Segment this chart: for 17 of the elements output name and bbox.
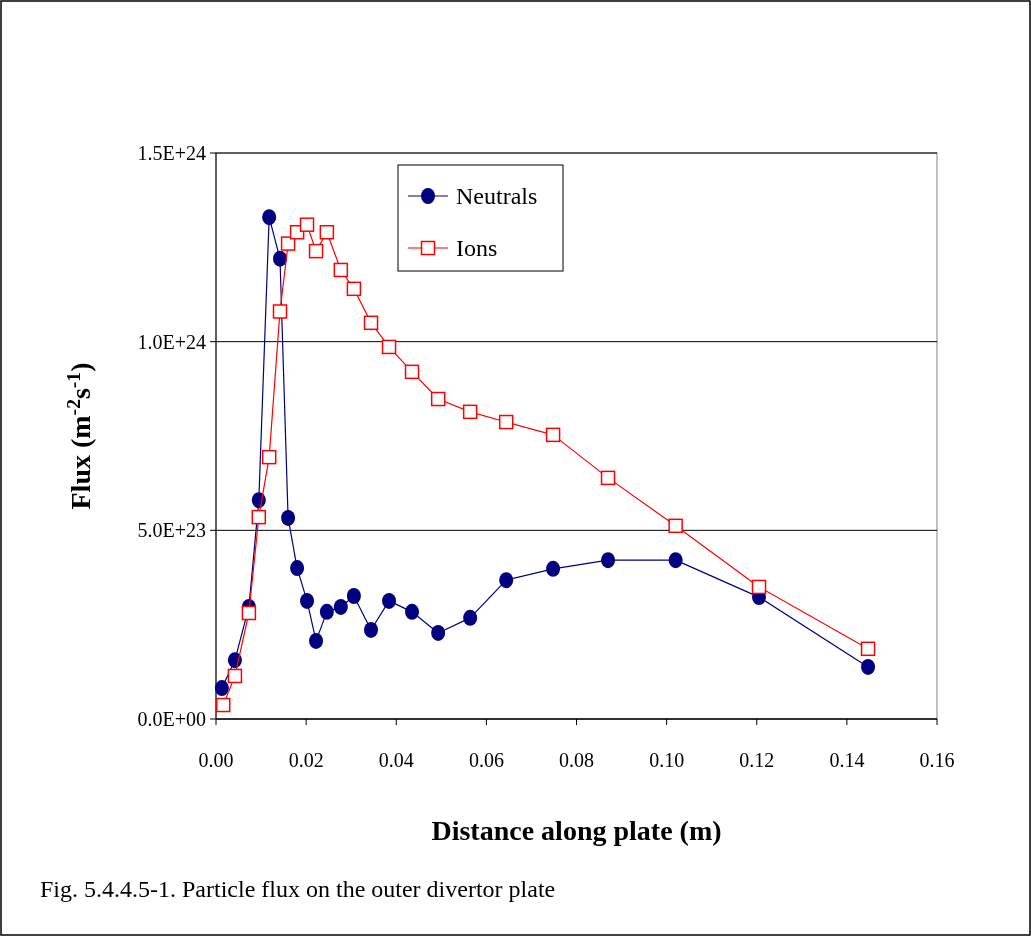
x-tick-label: 0.08 xyxy=(559,749,594,771)
y-tick-label: 0.0E+00 xyxy=(137,708,206,730)
caption: Fig. 5.4.4.5-1. Particle flux on the outer divertor plate xyxy=(40,876,556,902)
y-tick-label: 5.0E+23 xyxy=(137,519,206,542)
x-tick-label: 0.00 xyxy=(198,749,234,771)
x-tick-label: 0.12 xyxy=(739,749,775,771)
x-tick-label: 0.14 xyxy=(829,749,865,771)
x-tick-label: 0.04 xyxy=(378,749,414,771)
x-tick-label: 0.02 xyxy=(288,749,324,771)
x-tick-label: 0.16 xyxy=(919,749,955,771)
legend-label: Ions xyxy=(456,235,498,262)
x-tick-label: 0.06 xyxy=(468,749,504,771)
y-tick-label: 1.5E+24 xyxy=(137,142,206,164)
y-tick-label: 1.0E+24 xyxy=(137,330,206,353)
legend-label: Neutrals xyxy=(456,183,538,210)
x-tick-label: 0.10 xyxy=(649,749,685,771)
x-axis-title: Distance along plate (m) xyxy=(431,815,722,846)
